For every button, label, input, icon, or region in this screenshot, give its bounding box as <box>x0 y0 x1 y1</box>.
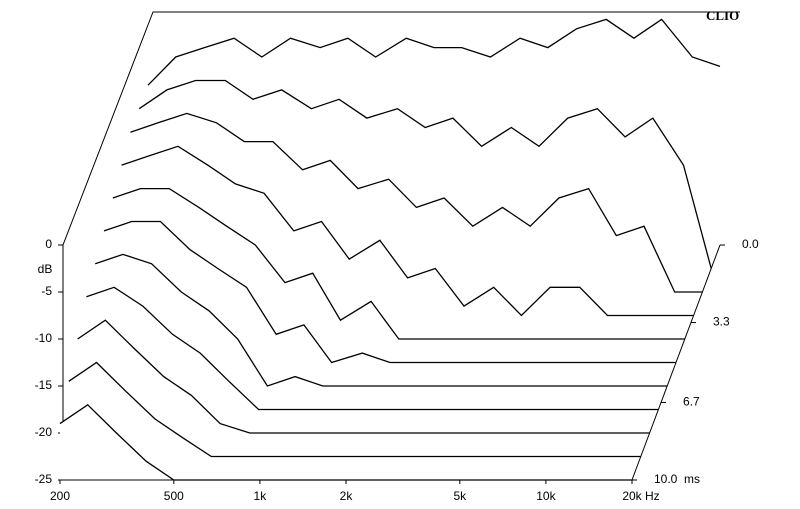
z-axis-label: ms <box>684 472 700 486</box>
x-tick-label: 200 <box>50 489 70 503</box>
y-tick-label: -15 <box>35 378 53 392</box>
slice-line <box>138 79 712 269</box>
slice-line <box>86 286 659 411</box>
y-tick-label: -25 <box>35 472 53 486</box>
slice-line <box>77 319 650 434</box>
y-tick-label: -10 <box>35 331 53 345</box>
z-axis <box>631 244 721 481</box>
slice-line <box>121 145 694 317</box>
x-tick-label: 1k <box>254 489 268 503</box>
slice-line <box>103 220 676 364</box>
slice-line <box>94 253 668 387</box>
y-tick-label: -5 <box>41 284 52 298</box>
z-tick-label: 0.0 <box>742 237 759 251</box>
slice-line <box>68 361 641 458</box>
y-tick-label: -20 <box>35 425 53 439</box>
slice-fill <box>60 404 632 480</box>
slice-fill <box>104 221 676 363</box>
z-tick-label: 3.3 <box>713 315 730 329</box>
x-tick-label: 10k <box>536 489 556 503</box>
z-tick-label: 10.0 <box>654 472 678 486</box>
x-tick-label: 500 <box>164 489 184 503</box>
slice-line <box>112 187 685 340</box>
slice-line <box>130 112 703 293</box>
brand: CLIO <box>706 8 739 23</box>
x-tick-label: 2k <box>340 489 354 503</box>
y-axis-label: dB <box>38 262 53 276</box>
axis-frame <box>62 11 740 480</box>
x-tick-label: 5k <box>453 489 467 503</box>
y-tick-label: 0 <box>45 237 52 251</box>
x-axis-label: Hz <box>645 489 660 503</box>
z-tick-label: 6.7 <box>683 395 700 409</box>
x-tick-label: 20k <box>622 489 642 503</box>
slice-fill <box>95 254 668 386</box>
slice-line <box>147 18 721 86</box>
